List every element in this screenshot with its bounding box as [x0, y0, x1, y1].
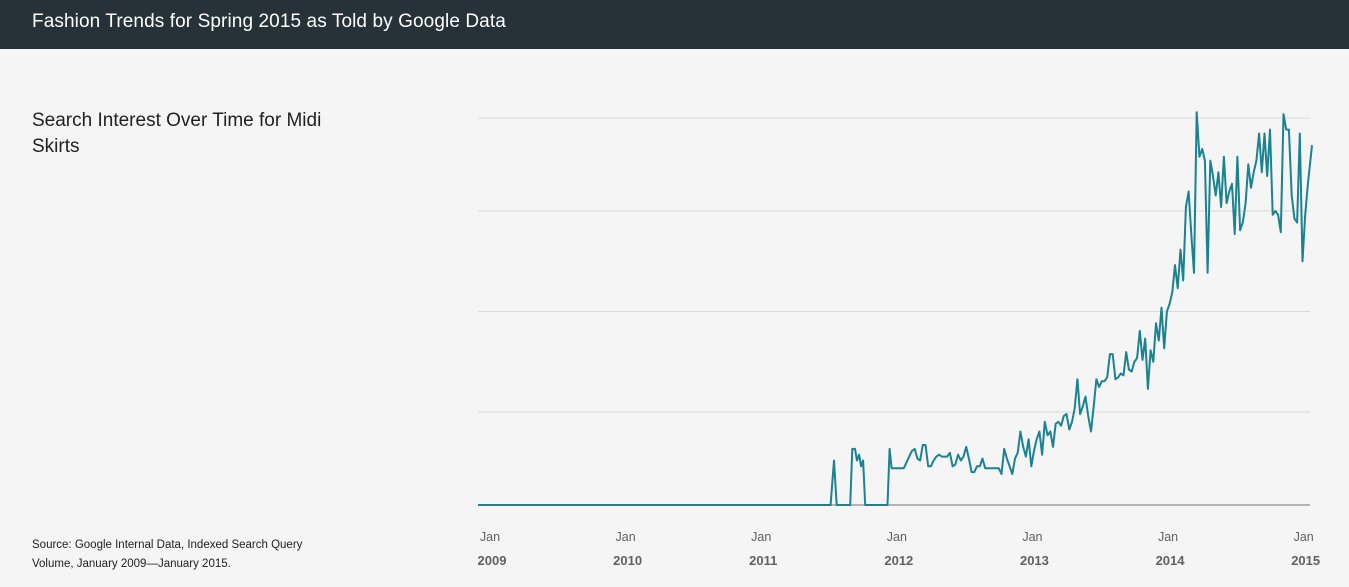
x-tick-month-label: Jan — [1022, 530, 1042, 544]
x-tick-month-label: Jan — [1158, 530, 1178, 544]
source-note: Source: Google Internal Data, Indexed Se… — [32, 539, 303, 570]
x-tick-year-label: 2014 — [1156, 553, 1186, 568]
x-tick-month-label: Jan — [1294, 530, 1314, 544]
series-layer — [478, 111, 1313, 506]
x-tick-month-label: Jan — [480, 530, 500, 544]
x-tick-month-label: Jan — [751, 530, 771, 544]
x-tick-year-label: 2010 — [613, 553, 642, 568]
x-tick-year-label: 2009 — [478, 553, 507, 568]
series-line — [478, 111, 1313, 506]
x-tick-year-label: 2013 — [1020, 553, 1049, 568]
chart-title: Search Interest Over Time for Midi Skirt… — [32, 110, 322, 157]
x-tick-year-label: 2015 — [1291, 553, 1320, 568]
x-axis-ticks: Jan 2009 Jan 2010 Jan 2011 Jan 2012 Jan 2013 Jan 20… — [478, 530, 1321, 568]
gridlines — [478, 117, 1310, 506]
x-tick-year-label: 2011 — [749, 553, 777, 568]
x-tick-month-label: Jan — [616, 530, 636, 544]
app-header: Fashion Trends for Spring 2015 as Told b… — [0, 0, 1349, 49]
page-title: Fashion Trends for Spring 2015 as Told b… — [32, 11, 506, 32]
x-tick-year-label: 2012 — [884, 553, 913, 568]
x-tick-month-label: Jan — [887, 530, 907, 544]
